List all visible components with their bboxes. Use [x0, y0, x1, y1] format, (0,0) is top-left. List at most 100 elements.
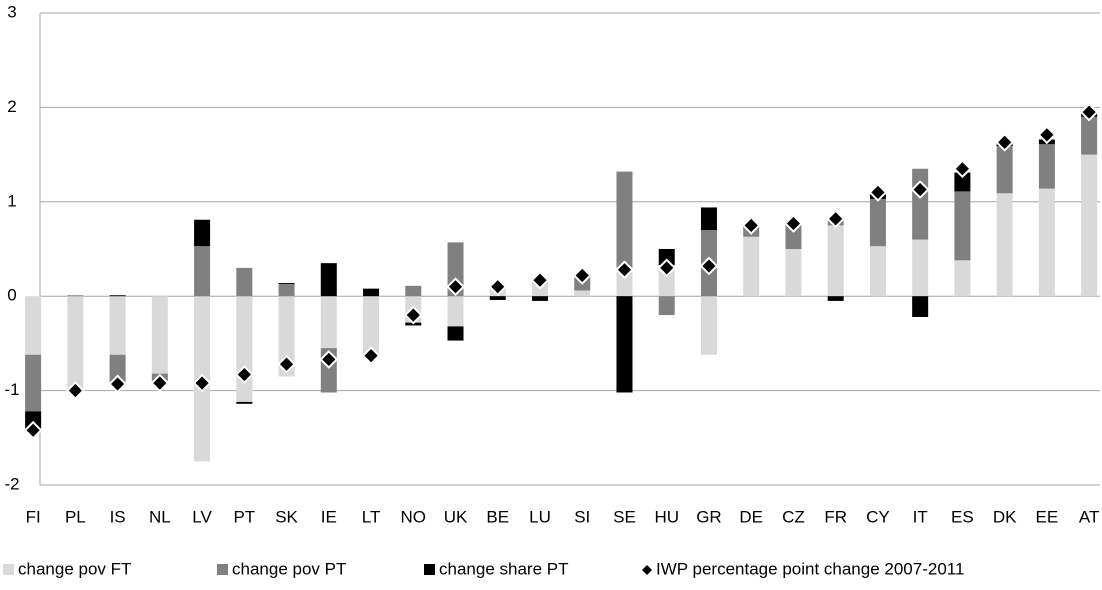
- x-tick-label: SI: [574, 507, 590, 526]
- bar-segment: [489, 296, 506, 300]
- x-tick-label: PT: [233, 507, 255, 526]
- legend-label: change pov FT: [18, 559, 131, 578]
- bar-segment: [700, 296, 717, 355]
- marker: [150, 373, 170, 393]
- marker: [741, 215, 761, 235]
- bar-segment: [278, 282, 295, 284]
- x-tick-label: IE: [321, 507, 337, 526]
- legend-swatch: [424, 564, 435, 575]
- bar-segment: [827, 296, 844, 301]
- marker: [910, 180, 930, 199]
- marker: [108, 374, 128, 394]
- bar-segment: [912, 239, 929, 297]
- bar-segment: [236, 267, 253, 297]
- marker: [277, 354, 296, 374]
- bar-segment: [25, 296, 42, 355]
- bar-segment: [532, 296, 548, 301]
- x-tick-label: ES: [951, 507, 974, 526]
- marker: [699, 256, 719, 276]
- bar-segment: [194, 246, 211, 297]
- marker: [615, 260, 634, 280]
- bar-segment: [996, 146, 1013, 194]
- bar-segment: [109, 354, 126, 384]
- bar-segment: [658, 249, 675, 266]
- x-tick-label: SE: [613, 507, 636, 526]
- legend-label: IWP percentage point change 2007-2011: [656, 559, 964, 578]
- bar-segment: [743, 236, 760, 297]
- x-tick-label: AT: [1079, 507, 1099, 526]
- bar-segment: [67, 295, 84, 297]
- bar-segment: [785, 225, 802, 249]
- bar-segment: [363, 296, 380, 358]
- marker: [952, 159, 972, 179]
- marker: [65, 381, 85, 401]
- marker: [1037, 125, 1057, 145]
- marker: [572, 266, 592, 285]
- bar-segment: [447, 296, 464, 327]
- bar-segment: [236, 296, 253, 402]
- legend-swatch: [642, 565, 652, 575]
- bar-segment: [194, 219, 211, 247]
- bar-segment: [996, 193, 1013, 297]
- bar-segment: [320, 263, 337, 297]
- x-tick-label: CY: [866, 507, 890, 526]
- y-tick-label: 2: [7, 97, 16, 116]
- x-tick-label: SK: [275, 507, 298, 526]
- bar-segment: [109, 295, 126, 297]
- bar-segment: [912, 168, 929, 240]
- bar-segment: [1038, 144, 1055, 189]
- bar-segment: [151, 296, 168, 374]
- bar-segment: [236, 401, 253, 404]
- bar-segment: [827, 225, 844, 297]
- marker: [319, 350, 339, 369]
- bar-segment: [954, 172, 971, 192]
- bar-segment: [869, 198, 886, 247]
- bar-segment: [954, 191, 971, 261]
- bar-segment: [109, 296, 126, 355]
- bar-segment: [616, 296, 633, 393]
- marker: [657, 258, 677, 278]
- bar-segment: [616, 171, 633, 268]
- marker: [530, 270, 550, 290]
- y-tick-label: -2: [4, 474, 19, 493]
- legend-label: change pov PT: [232, 559, 346, 578]
- x-tick-label: LT: [362, 507, 381, 526]
- bar-segment: [869, 246, 886, 297]
- marker: [192, 373, 212, 393]
- bar-segment: [25, 354, 42, 412]
- x-tick-label: UK: [444, 507, 468, 526]
- bar-segment: [574, 290, 591, 297]
- x-tick-label: DK: [993, 507, 1017, 526]
- x-tick-label: NO: [401, 507, 427, 526]
- marker: [488, 277, 508, 297]
- marker: [995, 132, 1015, 152]
- marker: [826, 209, 846, 229]
- x-tick-label: HU: [654, 507, 679, 526]
- marker: [868, 182, 888, 202]
- y-tick-label: 1: [7, 191, 16, 210]
- x-tick-label: IT: [913, 507, 928, 526]
- marker: [1079, 102, 1099, 122]
- x-tick-label: DE: [739, 507, 763, 526]
- bar-segment: [785, 249, 802, 297]
- x-tick-label: BE: [486, 507, 509, 526]
- bar-segment: [320, 296, 337, 349]
- marker: [784, 214, 803, 233]
- x-tick-label: EE: [1036, 507, 1059, 526]
- marker: [234, 365, 254, 384]
- x-tick-label: FR: [824, 507, 847, 526]
- bar-segment: [1081, 154, 1098, 297]
- y-tick-label: -1: [4, 380, 19, 399]
- y-tick-label: 3: [7, 2, 16, 21]
- x-tick-label: IS: [110, 507, 126, 526]
- bar-segment: [912, 296, 929, 317]
- legend-label: change share PT: [439, 559, 568, 578]
- x-tick-label: CZ: [782, 507, 805, 526]
- bar-segment: [447, 326, 464, 341]
- x-tick-label: LV: [192, 507, 212, 526]
- marker: [446, 277, 465, 297]
- marker: [361, 346, 381, 366]
- bar-segment: [405, 285, 422, 297]
- bar-segment: [700, 207, 717, 231]
